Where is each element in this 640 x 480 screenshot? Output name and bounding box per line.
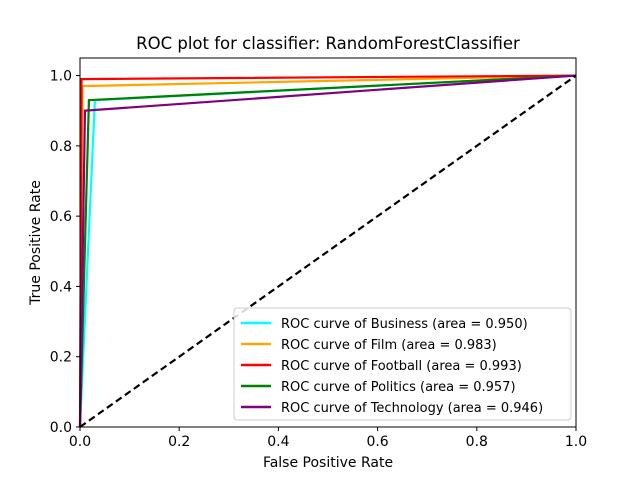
y-tick-label: 0.8 [50, 139, 72, 155]
x-tick-label: 0.4 [267, 434, 289, 450]
y-axis-ticks: 0.0 0.2 0.4 0.6 0.8 1.0 [50, 69, 80, 436]
x-axis-ticks: 0.0 0.2 0.4 0.6 0.8 1.0 [69, 427, 587, 450]
legend-label-4: ROC curve of Technology (area = 0.946) [281, 401, 543, 416]
y-tick-label: 0.0 [50, 420, 72, 436]
legend-label-1: ROC curve of Film (area = 0.983) [281, 338, 497, 353]
y-tick-label: 0.4 [50, 279, 72, 295]
series-layer [78, 74, 577, 428]
chance-reference-line [79, 74, 577, 428]
y-tick-label: 0.6 [50, 209, 72, 225]
x-tick-label: 0.0 [69, 434, 91, 450]
x-tick-label: 1.0 [565, 434, 587, 450]
series-line-3 [78, 74, 577, 428]
legend-box [233, 307, 572, 421]
y-tick-label: 1.0 [50, 69, 72, 85]
legend-label-2: ROC curve of Football (area = 0.993) [281, 359, 522, 374]
legend-items: ROC curve of Business (area = 0.950) ROC … [241, 317, 543, 416]
x-axis-label: False Positive Rate [263, 455, 393, 471]
x-tick-label: 0.2 [168, 434, 190, 450]
series-line-4 [78, 74, 577, 428]
legend: ROC curve of Business (area = 0.950) ROC … [233, 307, 572, 421]
x-tick-label: 0.6 [366, 434, 388, 450]
legend-label-3: ROC curve of Politics (area = 0.957) [281, 380, 516, 395]
chart-title: ROC plot for classifier: RandomForestCla… [136, 34, 520, 53]
y-axis-label: True Positive Rate [28, 180, 44, 306]
x-tick-label: 0.8 [466, 434, 488, 450]
legend-label-0: ROC curve of Business (area = 0.950) [281, 317, 528, 332]
y-tick-label: 0.2 [50, 350, 72, 366]
plot-frame [79, 57, 577, 428]
